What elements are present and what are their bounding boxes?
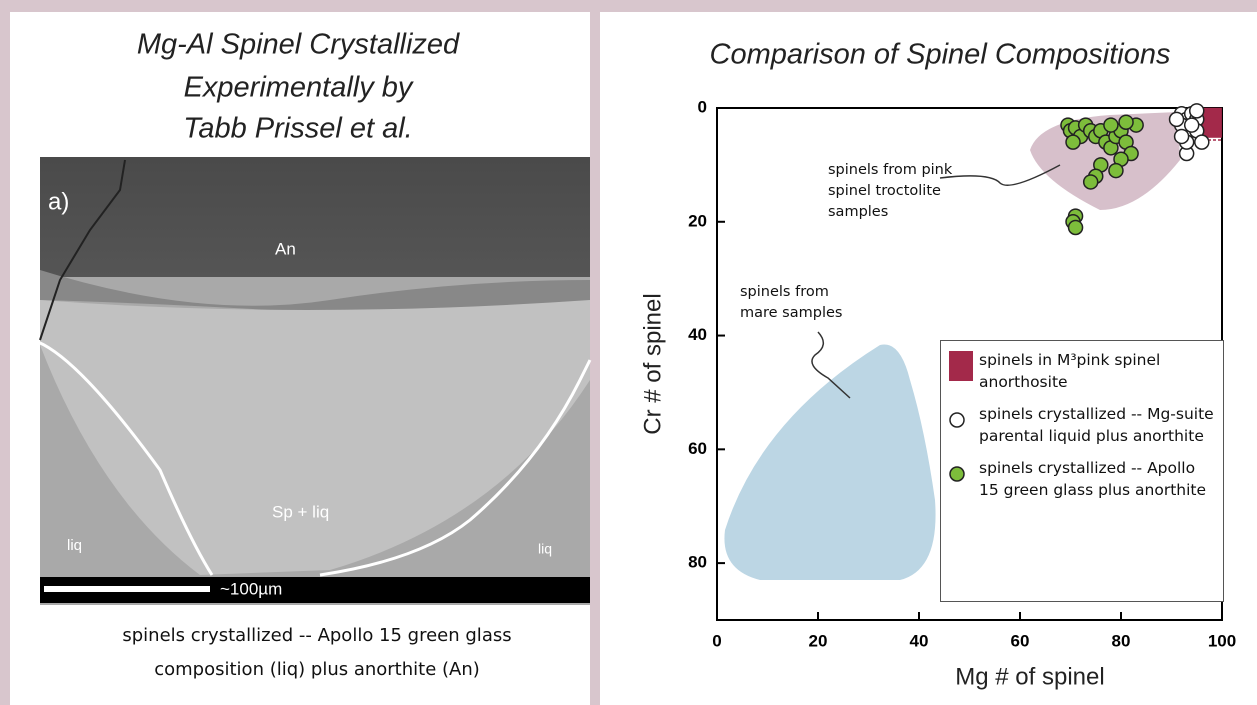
legend-swatch <box>949 466 965 482</box>
image-label: liq <box>538 541 552 557</box>
image-label: An <box>275 239 296 258</box>
annotation-text: spinels from pink spinel troctolite samp… <box>828 162 953 220</box>
data-point <box>1103 117 1119 133</box>
data-point <box>1118 114 1134 130</box>
annotation-text: spinels from mare samples <box>740 284 843 321</box>
legend-entry: spinels crystallized -- Mg-suite parenta… <box>947 403 1217 447</box>
x-tick-label: 100 <box>1208 631 1236 650</box>
legend-swatch <box>949 412 965 428</box>
y-tick-label: 40 <box>688 325 707 344</box>
x-tick-label: 20 <box>809 631 828 650</box>
image-title: Mg-Al Spinel Crystallized <box>137 29 460 61</box>
mare-field <box>724 344 936 580</box>
x-axis-label: Mg # of spinel <box>955 663 1104 690</box>
data-point <box>1189 103 1205 119</box>
image-label: Sp + liq <box>272 502 329 521</box>
legend-marker <box>949 351 973 381</box>
legend-marker <box>949 466 965 482</box>
y-tick-label: 60 <box>688 439 707 458</box>
data-point <box>1082 174 1099 190</box>
data-point <box>1108 162 1124 179</box>
legend-label: spinels crystallized -- Apollo 15 green … <box>979 459 1207 499</box>
data-point <box>1173 128 1190 145</box>
caption: composition (liq) plus anorthite (An) <box>154 659 480 680</box>
annotation-arrow <box>811 331 851 399</box>
chart-title: Comparison of Spinel Compositions <box>710 39 1171 71</box>
legend-label: spinels crystallized -- Mg-suite parenta… <box>979 405 1214 445</box>
x-tick-label: 60 <box>1011 631 1030 650</box>
legend-marker <box>949 412 965 428</box>
data-point <box>1194 134 1210 150</box>
legend-entry: spinels crystallized -- Apollo 15 green … <box>947 457 1217 501</box>
legend-label: spinels in M³pink spinel anorthosite <box>979 351 1161 391</box>
annotation-arrow <box>939 164 1061 186</box>
legend-entry: spinels in M³pink spinel anorthosite <box>947 349 1217 393</box>
y-tick-label: 20 <box>688 211 707 230</box>
x-tick-label: 80 <box>1112 631 1131 650</box>
panel-label: a) <box>48 188 69 215</box>
x-tick-label: 0 <box>712 631 721 650</box>
data-point <box>1168 111 1185 128</box>
scale-bar-label: ~100µm <box>220 579 282 598</box>
image-label: liq <box>67 537 82 554</box>
legend-swatch <box>949 351 973 381</box>
x-tick-label: 40 <box>910 631 929 650</box>
image-title: Experimentally by <box>184 72 414 104</box>
micrograph: a) An Sp + liq liq liq ~100µm <box>13 157 592 605</box>
caption: spinels crystallized -- Apollo 15 green … <box>122 625 511 646</box>
data-point <box>1065 134 1081 150</box>
y-axis-label: Cr # of spinel <box>639 293 666 434</box>
annotation: spinels from mare samples <box>740 284 843 321</box>
legend: spinels in M³pink spinel anorthosite spin… <box>940 340 1224 602</box>
data-point <box>1183 117 1200 133</box>
data-point <box>1067 219 1084 236</box>
image-title: Tabb Prissel et al. <box>183 113 412 145</box>
y-tick-label: 0 <box>698 97 707 116</box>
annotation: spinels from pink spinel troctolite samp… <box>828 162 953 220</box>
y-tick-label: 80 <box>688 553 707 572</box>
